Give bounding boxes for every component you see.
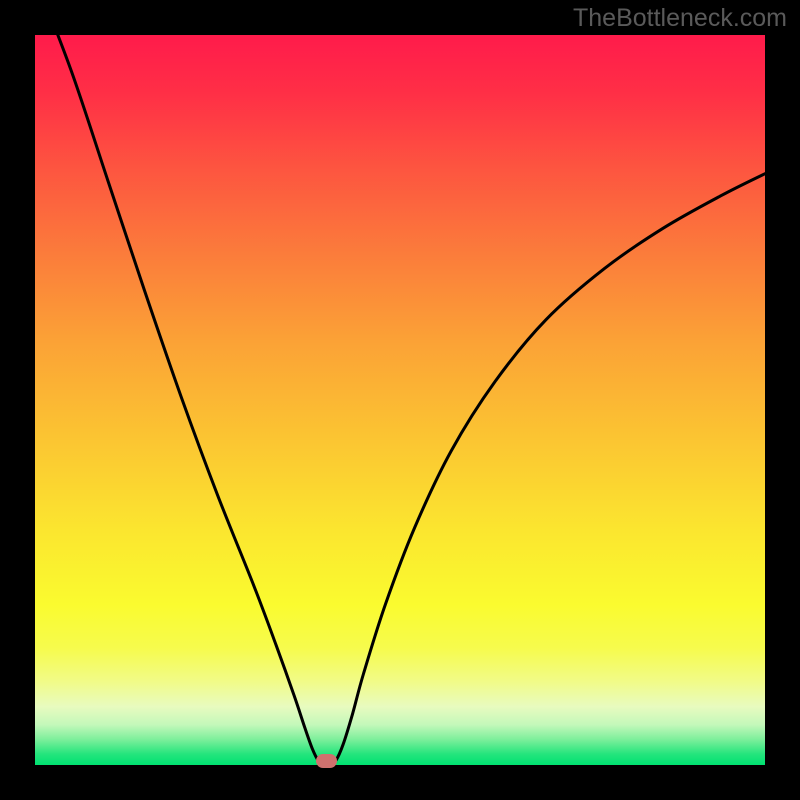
optimal-point-marker [316, 754, 337, 768]
watermark-text: TheBottleneck.com [573, 4, 787, 33]
bottleneck-curve [35, 35, 765, 765]
plot-area [35, 35, 765, 765]
chart-canvas: TheBottleneck.com [0, 0, 800, 800]
curve-path [35, 35, 765, 765]
